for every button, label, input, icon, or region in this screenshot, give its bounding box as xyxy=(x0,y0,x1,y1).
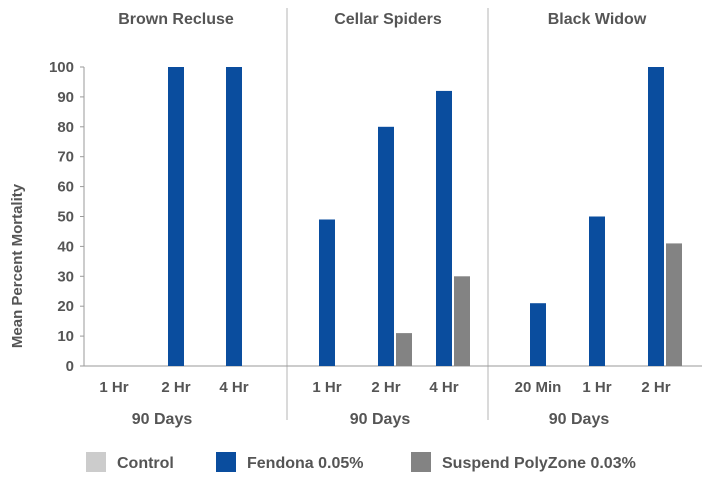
y-tick-label: 90 xyxy=(57,89,74,106)
y-tick-label: 80 xyxy=(57,119,74,136)
group-subtitle: 90 Days xyxy=(549,411,610,428)
legend-swatch xyxy=(411,452,431,472)
x-tick-label: 4 Hr xyxy=(219,379,248,396)
group-title: Black Widow xyxy=(548,11,647,28)
y-tick-label: 40 xyxy=(57,238,74,255)
legend-label: Suspend PolyZone 0.03% xyxy=(442,455,636,472)
group-title: Cellar Spiders xyxy=(334,11,442,28)
y-tick-label: 70 xyxy=(57,149,74,166)
x-tick-label: 20 Min xyxy=(515,379,562,396)
legend-swatch xyxy=(86,452,106,472)
bar-fendona-0-05 xyxy=(378,126,394,366)
group-subtitle: 90 Days xyxy=(350,411,411,428)
x-tick-label: 4 Hr xyxy=(429,379,458,396)
group-subtitle: 90 Days xyxy=(132,411,193,428)
x-tick-label: 2 Hr xyxy=(161,379,190,396)
y-tick-label: 50 xyxy=(57,209,74,226)
bar-fendona-0-05 xyxy=(168,67,184,366)
legend-label: Control xyxy=(117,455,174,472)
bar-fendona-0-05 xyxy=(648,67,664,366)
bar-suspend-polyzone-0-03 xyxy=(666,243,682,366)
bar-suspend-polyzone-0-03 xyxy=(454,276,470,366)
bar-fendona-0-05 xyxy=(436,90,452,367)
group-title: Brown Recluse xyxy=(118,11,234,28)
y-tick-label: 60 xyxy=(57,179,74,196)
legend-swatch xyxy=(216,452,236,472)
x-tick-label: 2 Hr xyxy=(641,379,670,396)
bar-fendona-0-05 xyxy=(226,67,242,366)
y-tick-label: 0 xyxy=(66,358,74,375)
bar-fendona-0-05 xyxy=(319,219,335,366)
x-tick-label: 1 Hr xyxy=(99,379,128,396)
y-tick-label: 20 xyxy=(57,298,74,315)
x-tick-label: 1 Hr xyxy=(582,379,611,396)
legend-label: Fendona 0.05% xyxy=(247,455,363,472)
y-tick-label: 100 xyxy=(49,59,74,76)
y-tick-label: 30 xyxy=(57,268,74,285)
y-axis-label: Mean Percent Mortality xyxy=(9,183,26,348)
y-tick-label: 10 xyxy=(57,328,74,345)
bar-suspend-polyzone-0-03 xyxy=(396,333,412,366)
x-tick-label: 1 Hr xyxy=(312,379,341,396)
x-tick-label: 2 Hr xyxy=(371,379,400,396)
bar-fendona-0-05 xyxy=(530,303,546,366)
bar-fendona-0-05 xyxy=(589,216,605,366)
